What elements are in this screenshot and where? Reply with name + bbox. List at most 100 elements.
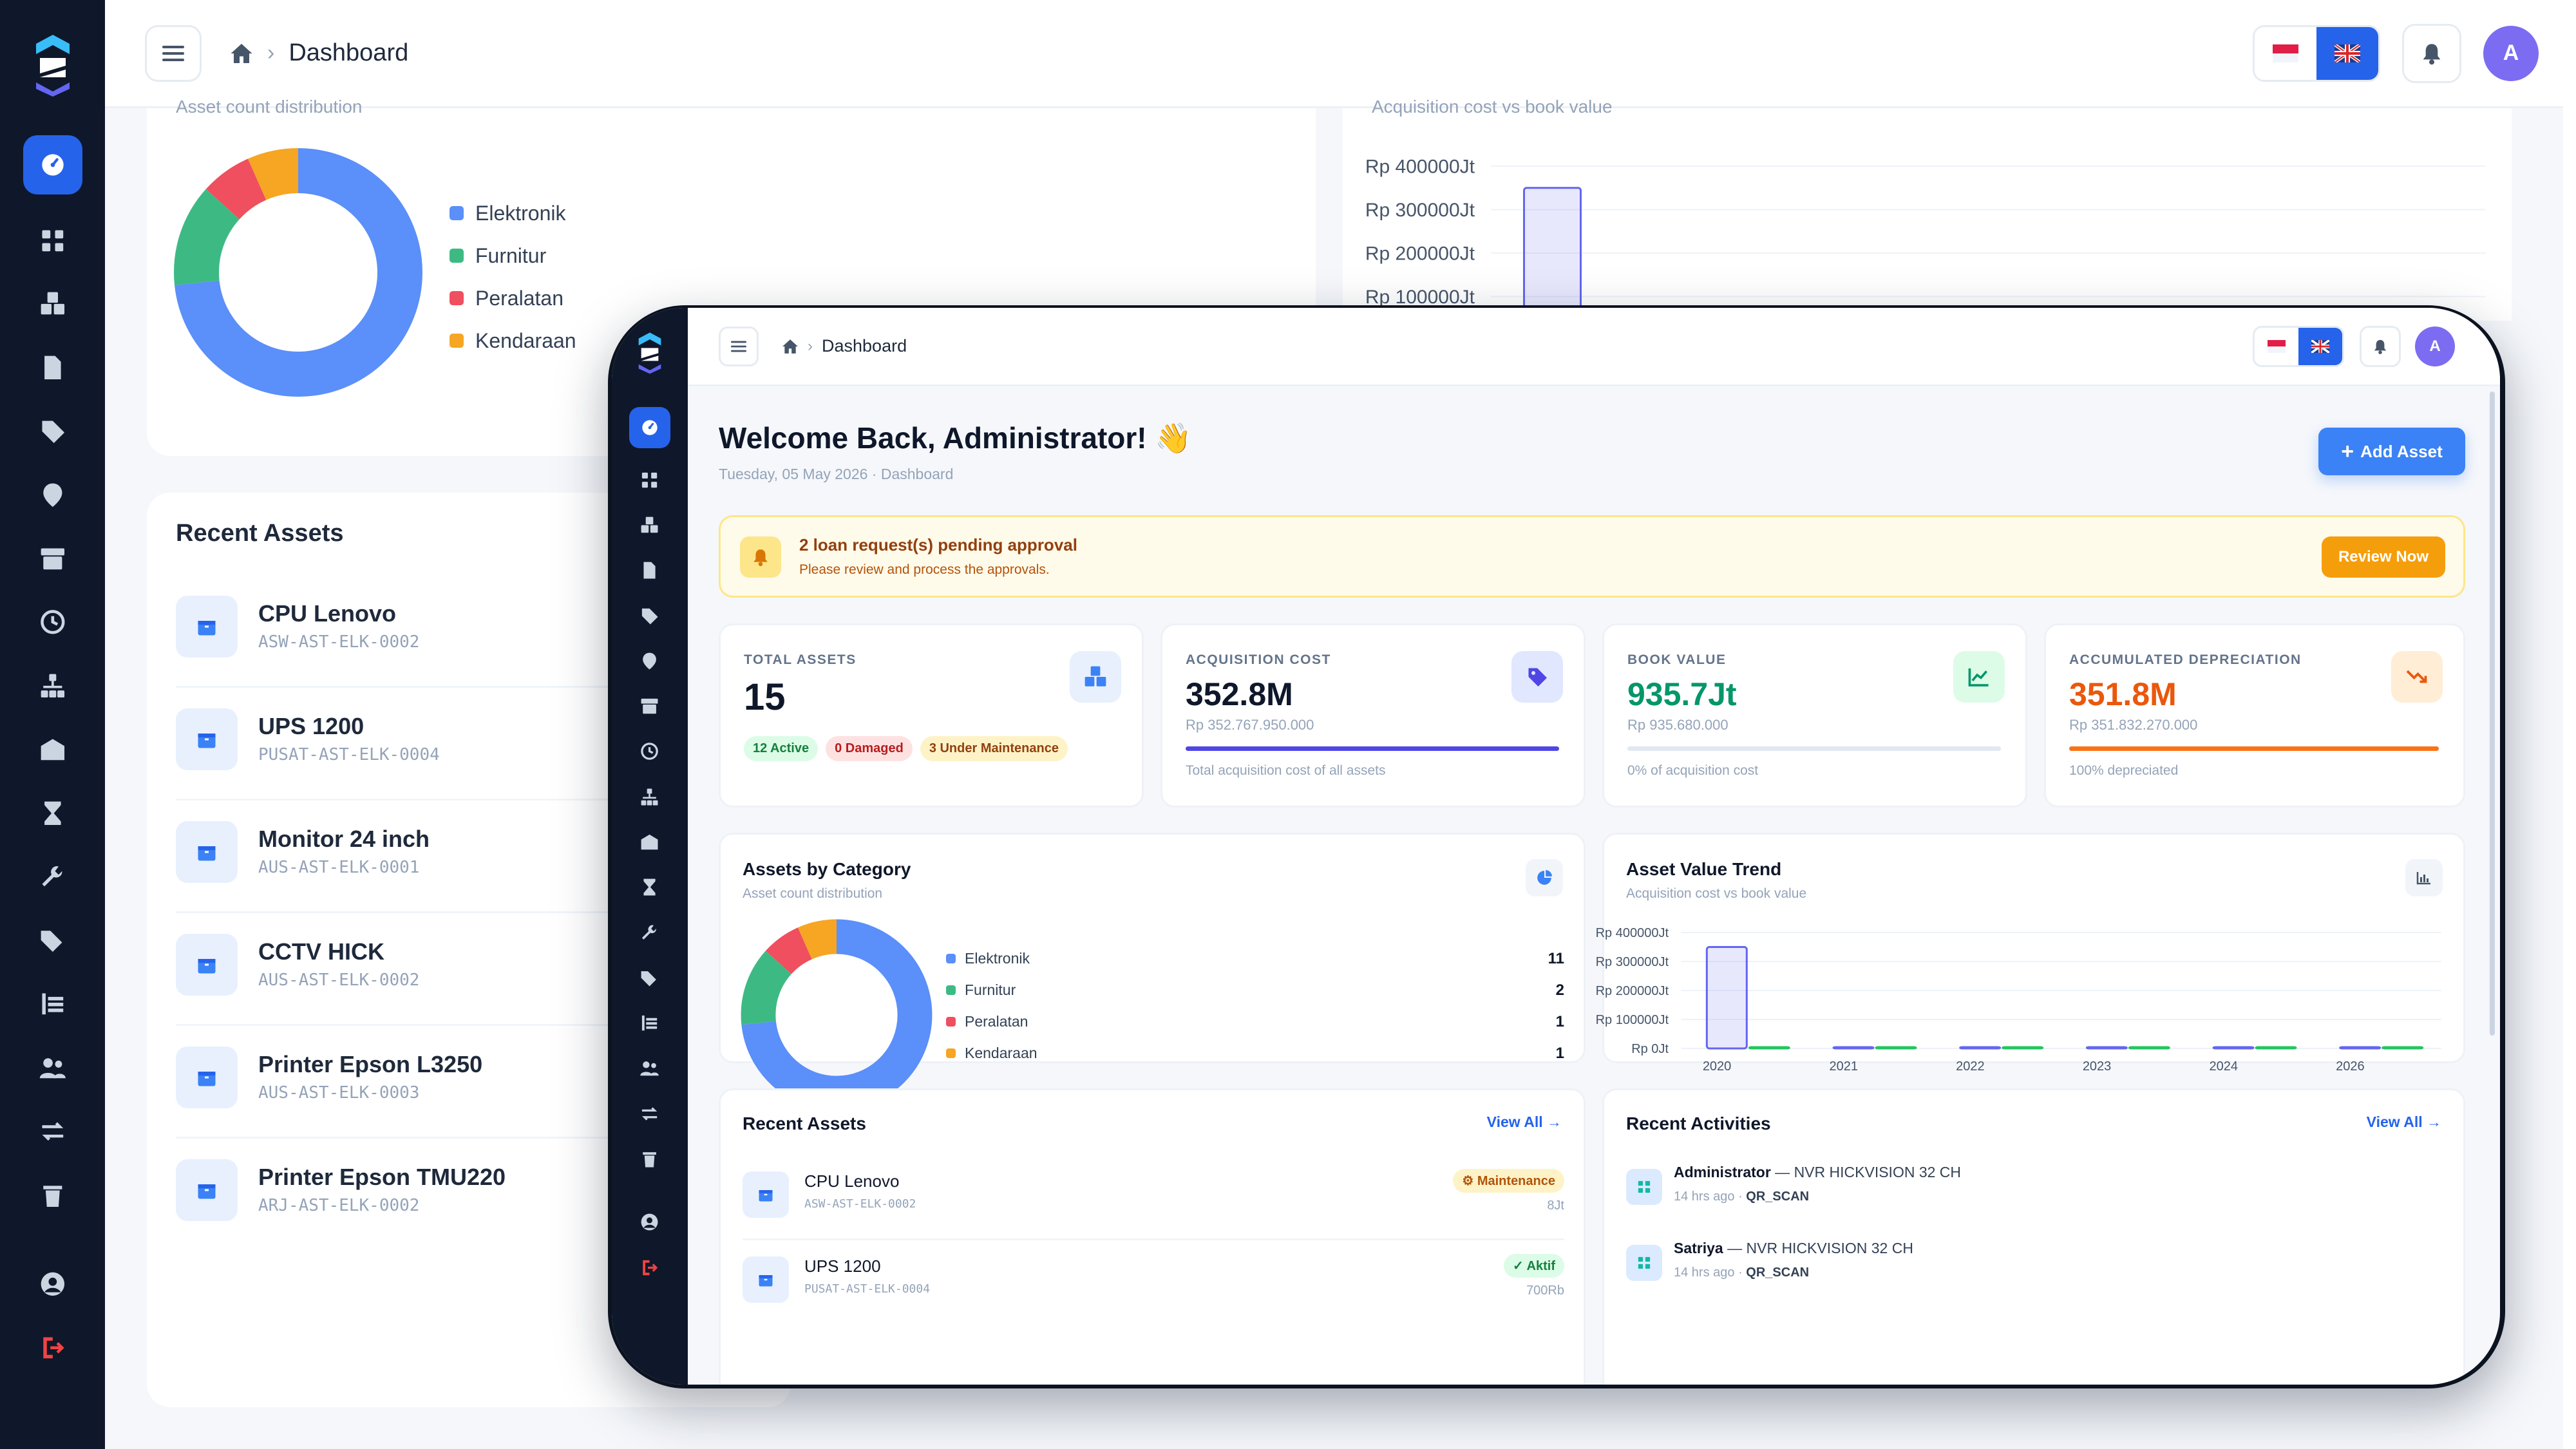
home-icon[interactable]	[230, 43, 253, 64]
activity-action: QR_SCAN	[1746, 1189, 1810, 1204]
alert-bell-icon	[740, 536, 781, 578]
sidebar-item-grid-icon[interactable]	[19, 209, 86, 272]
legend-label: Elektronik	[475, 201, 566, 225]
line-chart-icon	[1953, 651, 2005, 703]
flag-id-button[interactable]	[2255, 26, 2316, 80]
sidebar-item-tag-icon[interactable]	[626, 593, 674, 638]
sidebar-item-location-icon[interactable]	[626, 638, 674, 683]
sidebar-item-logout-icon[interactable]	[19, 1316, 86, 1380]
bar-book-value-2024[interactable]	[2255, 1046, 2297, 1050]
background-asset-row[interactable]: Printer Epson TMU220 ARJ-AST-ELK-0002	[176, 1159, 627, 1221]
bar-purchase-value-2020[interactable]	[1705, 946, 1748, 1050]
recent-assets-view-all[interactable]: View All →	[1486, 1113, 1562, 1130]
add-asset-button[interactable]: + Add Asset	[2318, 428, 2465, 475]
sidebar-item-profile-icon[interactable]	[626, 1200, 674, 1245]
activity-row[interactable]: Administrator — NVR HICKVISION 32 CH 14 h…	[1626, 1160, 2444, 1224]
pie-chart-icon[interactable]	[1526, 859, 1563, 896]
activity-row[interactable]: Satriya — NVR HICKVISION 32 CH 14 hrs ago…	[1626, 1236, 2444, 1300]
notification-button[interactable]	[2402, 23, 2461, 83]
user-avatar[interactable]: A	[2483, 25, 2539, 81]
sidebar-item-tags-icon[interactable]	[626, 955, 674, 1000]
sidebar-item-document-icon[interactable]	[626, 548, 674, 593]
app-logo-small	[637, 330, 663, 375]
bar-chart-icon[interactable]	[2405, 859, 2443, 896]
background-asset-row[interactable]: Monitor 24 inch AUS-AST-ELK-0001	[176, 821, 627, 883]
activity-meta: 14 hrs ago · QR_SCAN	[1674, 1265, 1810, 1280]
user-avatar-front[interactable]: A	[2415, 326, 2455, 366]
kpi-depreciation-note: 100% depreciated	[2069, 763, 2179, 778]
sidebar-item-warehouse-icon[interactable]	[19, 717, 86, 781]
sidebar-item-users-icon[interactable]	[19, 1036, 86, 1099]
sidebar-item-document-icon[interactable]	[19, 336, 86, 400]
sidebar-item-logout-icon[interactable]	[626, 1245, 674, 1290]
sidebar-item-tags-icon[interactable]	[19, 909, 86, 972]
kpi-acquisition-label: ACQUISITION COST	[1186, 652, 1331, 667]
donut-slice-kendaraan[interactable]	[174, 148, 422, 397]
sidebar-item-boxes-icon[interactable]	[626, 502, 674, 547]
sidebar-item-hourglass-icon[interactable]	[626, 865, 674, 910]
flag-en-button[interactable]	[2316, 26, 2378, 80]
sidebar-item-transfer-icon[interactable]	[19, 1099, 86, 1163]
sidebar-item-trash-icon[interactable]	[626, 1136, 674, 1181]
bar-purchase-value-2024[interactable]	[2212, 1046, 2255, 1050]
sidebar-item-org-chart-icon[interactable]	[19, 654, 86, 718]
flag-en-button-front[interactable]	[2298, 327, 2342, 365]
sidebar-item-wrench-icon[interactable]	[626, 910, 674, 955]
sidebar-dashboard-active[interactable]	[23, 135, 82, 194]
asset-row[interactable]: CPU Lenovo ASW-AST-ELK-0002 ⚙ Maintenance 8…	[743, 1162, 1564, 1233]
asset-code: PUSAT-AST-ELK-0004	[258, 745, 440, 764]
menu-toggle-button-front[interactable]	[719, 326, 759, 366]
menu-toggle-button[interactable]	[145, 24, 202, 82]
sidebar-item-warehouse-icon[interactable]	[626, 819, 674, 864]
sidebar-item-boxes-icon[interactable]	[19, 272, 86, 336]
sidebar-item-dashboard[interactable]	[629, 407, 670, 448]
kpi-depreciation-bar	[2069, 746, 2439, 751]
donut-slice-furnitur[interactable]	[174, 148, 422, 397]
bar-purchase-value-2022[interactable]	[1959, 1046, 2002, 1050]
sidebar-item-archive-icon[interactable]	[626, 683, 674, 728]
asset-row[interactable]: UPS 1200 PUSAT-AST-ELK-0004 ✓ Aktif 700Rb	[743, 1247, 1564, 1318]
language-switch-front	[2253, 325, 2344, 367]
recent-activities-view-all[interactable]: View All →	[2366, 1113, 2441, 1130]
review-now-button[interactable]: Review Now	[2322, 536, 2445, 578]
bar-purchase-value-2026[interactable]	[2339, 1046, 2382, 1050]
sidebar-item-report-icon[interactable]	[19, 972, 86, 1036]
sidebar-item-history-icon[interactable]	[19, 591, 86, 654]
sidebar-item-tag-icon[interactable]	[19, 399, 86, 463]
box-icon	[176, 934, 238, 996]
flag-id-button-front[interactable]	[2255, 327, 2298, 365]
sidebar-item-trash-icon[interactable]	[19, 1163, 86, 1227]
background-asset-row[interactable]: CPU Lenovo ASW-AST-ELK-0002	[176, 596, 627, 658]
background-asset-row[interactable]: UPS 1200 PUSAT-AST-ELK-0004	[176, 708, 627, 770]
donut-slice-kendaraan[interactable]	[741, 919, 933, 1111]
sidebar-item-wrench-icon[interactable]	[19, 845, 86, 909]
background-asset-row[interactable]: CCTV HICK AUS-AST-ELK-0002	[176, 934, 627, 996]
bar-purchase-value-2023[interactable]	[2085, 1046, 2128, 1050]
sidebar-item-transfer-icon[interactable]	[626, 1091, 674, 1136]
sidebar-item-history-icon[interactable]	[626, 729, 674, 774]
recent-activities-title: Recent Activities	[1626, 1113, 1771, 1133]
bar-book-value-2022[interactable]	[2002, 1046, 2044, 1050]
notification-button-front[interactable]	[2360, 325, 2401, 367]
legend-swatch	[450, 291, 464, 305]
sidebar-item-hourglass-icon[interactable]	[19, 781, 86, 845]
bar-book-value-2023[interactable]	[2128, 1046, 2170, 1050]
bar-book-value-2021[interactable]	[1875, 1046, 1917, 1050]
sidebar-item-location-icon[interactable]	[19, 463, 86, 527]
sidebar-item-users-icon[interactable]	[626, 1046, 674, 1091]
history-icon	[641, 743, 659, 761]
sidebar-item-profile-icon[interactable]	[19, 1253, 86, 1316]
sidebar-item-report-icon[interactable]	[626, 1001, 674, 1046]
sidebar-item-org-chart-icon[interactable]	[626, 774, 674, 819]
page-scrollbar[interactable]	[2490, 392, 2495, 1036]
bar-book-value-2020[interactable]	[1748, 1046, 1790, 1050]
sidebar-item-grid-icon[interactable]	[626, 457, 674, 502]
sidebar-item-archive-icon[interactable]	[19, 527, 86, 591]
bar-book-value-2026[interactable]	[2382, 1046, 2424, 1050]
legend-item-peralatan: Peralatan 1	[946, 1006, 1564, 1037]
bar-purchase-value-2020[interactable]	[1523, 187, 1582, 321]
background-asset-row[interactable]: Printer Epson L3250 AUS-AST-ELK-0003	[176, 1046, 627, 1108]
bar-purchase-value-2021[interactable]	[1832, 1046, 1875, 1050]
donut-slice-furnitur[interactable]	[741, 919, 933, 1111]
home-icon-front[interactable]	[782, 339, 799, 354]
